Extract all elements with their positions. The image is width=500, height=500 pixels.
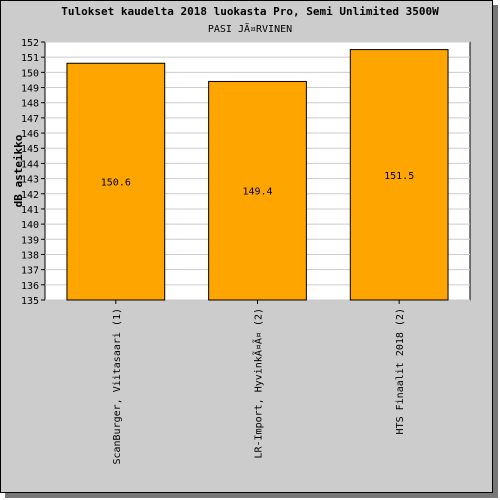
y-tick-label: 146 [21, 129, 39, 140]
y-tick-label: 144 [21, 159, 39, 170]
y-axis-label: dB asteikko [12, 134, 25, 207]
y-tick-label: 135 [21, 296, 39, 307]
y-tick-label: 143 [21, 175, 39, 186]
bar [66, 62, 166, 301]
bar-value-label: 149.4 [242, 187, 272, 198]
y-tick-label: 138 [21, 250, 39, 261]
y-tick-label: 147 [21, 114, 39, 125]
y-tick-label: 151 [21, 53, 39, 64]
y-tick-label: 139 [21, 235, 39, 246]
bar [208, 80, 307, 301]
chart-title: Tulokset kaudelta 2018 luokasta Pro, Sem… [61, 5, 439, 18]
y-tick-label: 150 [21, 68, 39, 79]
y-tick-label: 142 [21, 190, 39, 201]
x-category-label: HTS Finaalit 2018 (2) [395, 308, 406, 434]
bar-value-label: 150.6 [101, 178, 131, 189]
y-tick-label: 149 [21, 84, 39, 95]
y-tick-label: 152 [21, 38, 39, 49]
y-tick-label: 140 [21, 220, 39, 231]
chart-subtitle: PASI JÃ¤RVINEN [208, 22, 292, 35]
x-category-label: ScanBurger, Viitasaari (1) [112, 308, 123, 465]
y-tick-label: 137 [21, 266, 39, 277]
bar [349, 49, 449, 301]
y-tick-label: 145 [21, 144, 39, 155]
bars: 150.6 149.4 151.5 [66, 49, 449, 301]
x-category-label: LR-Import, HyvinkÃ¤Ã¤ (2) [252, 308, 265, 459]
bar-value-label: 151.5 [384, 171, 414, 182]
x-axis-categories: ScanBurger, Viitasaari (1) LR-Import, Hyv… [112, 300, 406, 465]
y-tick-label: 141 [21, 205, 39, 216]
y-tick-label: 148 [21, 99, 39, 110]
y-tick-label: 136 [21, 281, 39, 292]
y-axis-ticks: 135 136 137 138 139 140 141 142 143 144 145 146 147 1… [21, 38, 45, 307]
